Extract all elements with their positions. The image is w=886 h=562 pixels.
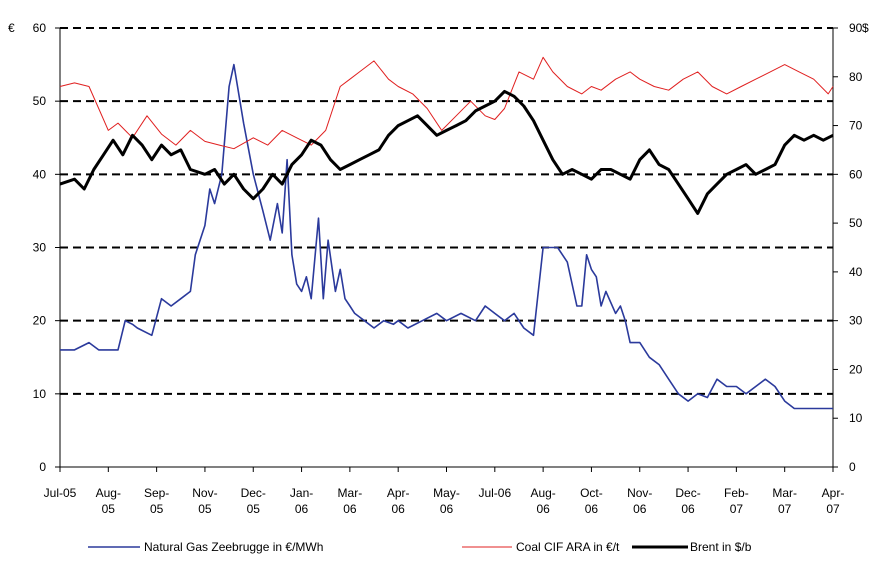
x-tick-label-year: 05 [247,502,261,516]
x-tick-label-year: 06 [343,502,357,516]
right-tick-label: 70 [849,119,863,133]
left-axis-unit: € [8,21,15,35]
x-tick-label: Aug- [530,486,555,500]
left-tick-label: 20 [33,314,47,328]
x-tick-label: Apr- [387,486,410,500]
x-tick-label-year: 06 [585,502,599,516]
left-tick-label: 50 [33,94,47,108]
x-tick-label-year: 06 [295,502,309,516]
legend: Natural Gas Zeebrugge in €/MWh Coal CIF A… [88,540,752,554]
x-tick-label: Mar- [772,486,797,500]
legend-label-0: Natural Gas Zeebrugge in €/MWh [144,540,323,554]
x-tick-label-year: 05 [198,502,212,516]
right-tick-label: 20 [849,362,863,376]
x-tick-label-year: 06 [633,502,647,516]
x-tick-label-year: 07 [730,502,744,516]
x-tick-label: Dec- [241,486,266,500]
x-tick-label: May- [433,486,460,500]
legend-label-2: Brent in $/b [690,540,752,554]
right-tick-label: 90 [849,21,863,35]
left-tick-label: 60 [33,21,47,35]
x-tick-label-year: 05 [102,502,116,516]
x-tick-label: Oct- [580,486,603,500]
x-tick-label-year: 07 [778,502,792,516]
x-tick-label: Jul-05 [44,486,77,500]
right-axis-unit: $ [862,21,869,35]
grid-lines [60,27,833,395]
x-tick-label: Apr- [822,486,845,500]
x-tick-label-year: 06 [536,502,550,516]
x-tick-label-year: 06 [681,502,695,516]
series-line-0 [60,63,833,410]
x-tick-label-year: 06 [392,502,406,516]
x-tick-label: Jan- [290,486,313,500]
series-layer [59,56,834,410]
x-tick-label: Nov- [627,486,652,500]
right-tick-label: 60 [849,167,863,181]
right-tick-label: 10 [849,411,863,425]
x-tick-label: Feb- [724,486,749,500]
x-tick-label-year: 07 [826,502,840,516]
series-line-2 [59,89,834,215]
left-tick-label: 10 [33,387,47,401]
x-tick-label-year: 05 [150,502,164,516]
x-tick-label: Mar- [338,486,363,500]
x-tick-label: Nov- [192,486,217,500]
left-tick-label: 40 [33,167,47,181]
x-tick-label: Jul-06 [478,486,511,500]
right-tick-label: 0 [849,460,856,474]
x-tick-label: Sep- [144,486,169,500]
left-tick-label: 30 [33,241,47,255]
series-line-1 [59,56,834,150]
right-tick-label: 30 [849,314,863,328]
left-tick-label: 0 [39,460,46,474]
x-tick-label: Dec- [675,486,700,500]
axes: 0 10 20 30 40 50 60 €0 10 20 30 40 50 60 70 80 90 $ Jul-05… [8,21,869,516]
legend-label-1: Coal CIF ARA in €/t [516,540,620,554]
right-tick-label: 40 [849,265,863,279]
x-tick-label-year: 06 [440,502,454,516]
right-tick-label: 50 [849,216,863,230]
x-tick-label: Aug- [96,486,121,500]
right-tick-label: 80 [849,70,863,84]
